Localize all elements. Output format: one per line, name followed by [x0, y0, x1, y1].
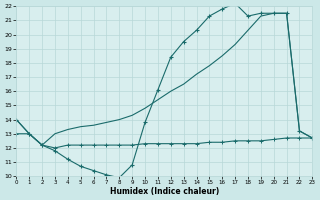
X-axis label: Humidex (Indice chaleur): Humidex (Indice chaleur): [110, 187, 219, 196]
